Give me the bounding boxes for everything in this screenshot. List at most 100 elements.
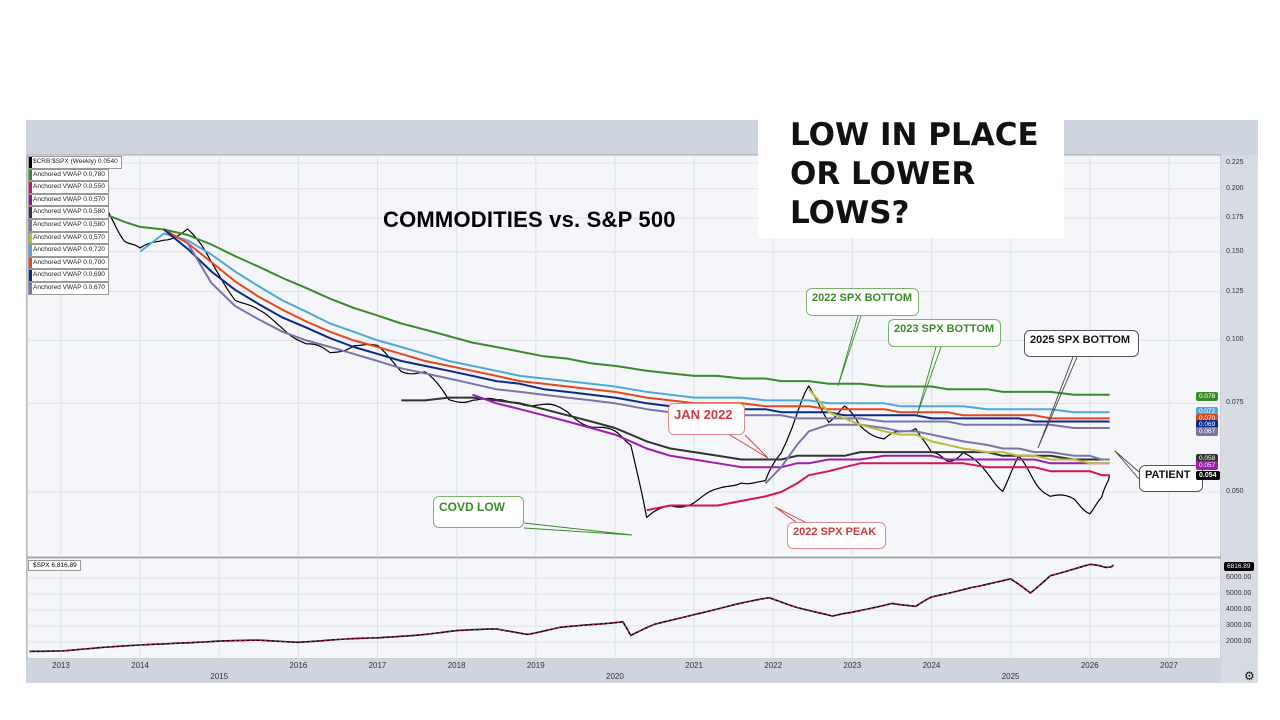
y-tick-label: 4000.00: [1226, 606, 1252, 613]
callout-2025-spx-bottom: 2025 SPX BOTTOM: [1024, 330, 1139, 357]
legend-label: Anchored VWAP 0.0,570: [33, 233, 105, 241]
question-text: LOW IN PLACE OR LOWER LOWS?: [790, 116, 1039, 233]
y-tick-label: 0.175: [1226, 213, 1244, 221]
chart-title: COMMODITIES vs. S&P 500: [383, 207, 676, 232]
x-tick-label: 2016: [289, 661, 308, 670]
legend-label: Anchored VWAP 0.0,720: [33, 246, 105, 254]
question-box: LOW IN PLACE OR LOWER LOWS?: [758, 110, 1064, 238]
y-tick-label: 6000.00: [1226, 574, 1252, 581]
value-tag: 0.054: [1196, 471, 1220, 480]
x-tick-label: 2015: [210, 672, 229, 681]
legend-item[interactable]: $CRB:$SPX (Weekly) 0.0540: [28, 156, 122, 169]
question-line-1: LOW IN PLACE: [790, 117, 1039, 153]
x-tick-label: 2014: [131, 661, 149, 670]
callout-covd-low: COVD LOW: [433, 496, 524, 528]
x-tick-label: 2017: [368, 661, 387, 670]
legend-item[interactable]: Anchored VWAP 0.0,580: [28, 218, 109, 232]
legend-swatch: [29, 270, 32, 281]
x-tick-label: 2020: [606, 672, 624, 681]
series-line: [764, 423, 1110, 485]
value-tag: 0.058: [1196, 454, 1219, 463]
legend-label: Anchored VWAP 0.0,550: [33, 183, 105, 191]
legend-item[interactable]: Anchored VWAP 0.0,570: [28, 193, 109, 207]
question-line-3: LOWS?: [790, 195, 910, 231]
chart-legend: $CRB:$SPX (Weekly) 0.0540 Anchored VWAP 0…: [28, 156, 122, 295]
x-tick-label: 2019: [526, 661, 545, 670]
y-tick-label: 2000.00: [1226, 638, 1252, 645]
legend-swatch: [29, 245, 32, 256]
legend-item[interactable]: Anchored VWAP 0.0,670: [28, 281, 109, 295]
legend-swatch: [29, 282, 32, 294]
value-tag: 0.057: [1196, 461, 1219, 470]
value-tag: 0.072: [1196, 407, 1219, 416]
legend-swatch: [29, 257, 32, 269]
legend-label: Anchored VWAP 0.0,780: [33, 170, 105, 178]
x-tick-label: 2023: [843, 661, 862, 670]
x-tick-label: 2018: [447, 661, 466, 670]
callout-pointer: [1114, 450, 1140, 480]
y-tick-label: 0.125: [1226, 287, 1244, 295]
spx-line: [29, 563, 1114, 652]
legend-label: Anchored VWAP 0.0,690: [33, 271, 105, 279]
series-line: [808, 388, 1110, 465]
callout-pointer: [916, 346, 942, 416]
callout-2023-spx-bottom: 2023 SPX BOTTOM: [888, 319, 1001, 347]
legend-swatch: [29, 169, 32, 181]
legend-swatch: [29, 232, 32, 244]
callout-pointer: [1037, 356, 1078, 449]
callout-jan-2022: JAN 2022: [668, 403, 745, 435]
callout-pointer: [523, 522, 633, 536]
legend-item[interactable]: Anchored VWAP 0.0,720: [28, 244, 109, 257]
legend-swatch: [29, 194, 32, 206]
callout-pointer: [729, 434, 769, 459]
series-line: [108, 214, 1110, 396]
series-line: [472, 393, 1110, 469]
callout-pointer: [837, 315, 862, 387]
callout-patient: PATIENT: [1139, 465, 1203, 492]
x-tick-label: 2026: [1080, 661, 1099, 670]
legend-item[interactable]: Anchored VWAP 0.0,690: [28, 269, 109, 282]
legend-swatch: [29, 182, 32, 193]
legend-label: $CRB:$SPX (Weekly) 0.0540: [33, 158, 118, 165]
callout-pointer: [774, 506, 806, 523]
x-tick-label: 2022: [764, 661, 783, 670]
callout-2022-spx-bottom: 2022 SPX BOTTOM: [806, 288, 919, 316]
y-tick-label: 0.050: [1226, 488, 1244, 495]
legend-label: Anchored VWAP 0.0,570: [33, 195, 105, 203]
gear-icon[interactable]: ⚙: [1244, 669, 1255, 683]
legend-item[interactable]: Anchored VWAP 0.0,580: [28, 206, 109, 219]
value-tag: 0.070: [1196, 414, 1219, 423]
y-tick-label: 0.150: [1226, 247, 1244, 255]
spx-current-tag: 6816.89: [1224, 562, 1254, 571]
y-tick-label: 0.200: [1226, 184, 1244, 192]
value-tag: 0.078: [1196, 392, 1219, 401]
legend-label: Anchored VWAP 0.0,580: [33, 220, 105, 228]
value-tag: 0.069: [1196, 420, 1219, 429]
legend-item[interactable]: Anchored VWAP 0.0,700: [28, 256, 109, 270]
legend-label: Anchored VWAP 0.0,580: [33, 208, 105, 216]
value-tag: 0.067: [1196, 427, 1219, 436]
x-tick-label: 2021: [685, 661, 703, 670]
legend-item[interactable]: Anchored VWAP 0.0,550: [28, 181, 109, 194]
x-tick-label: 2027: [1160, 661, 1178, 670]
legend-item[interactable]: Anchored VWAP 0.0,780: [28, 168, 109, 182]
lower-pane: [26, 557, 1222, 660]
y-tick-label: 0.225: [1226, 159, 1244, 166]
y-tick-label: 0.075: [1226, 399, 1244, 407]
spx-legend: $SPX 6,816.89: [28, 560, 81, 571]
series-line: [646, 462, 1110, 512]
legend-label: Anchored VWAP 0.0,700: [33, 258, 105, 266]
legend-item[interactable]: Anchored VWAP 0.0,570: [28, 231, 109, 245]
legend-swatch: [29, 219, 32, 231]
callout-2022-spx-peak: 2022 SPX PEAK: [787, 522, 886, 549]
legend-label: Anchored VWAP 0.0,670: [33, 283, 105, 291]
y-tick-label: 3000.00: [1226, 622, 1252, 629]
question-line-2: OR LOWER: [790, 156, 976, 192]
x-tick-label: 2013: [52, 661, 70, 670]
legend-swatch: [29, 157, 32, 168]
x-tick-label: 2024: [922, 661, 941, 670]
legend-swatch: [29, 207, 32, 218]
y-tick-label: 0.100: [1226, 336, 1244, 344]
x-tick-label: 2025: [1001, 672, 1020, 681]
